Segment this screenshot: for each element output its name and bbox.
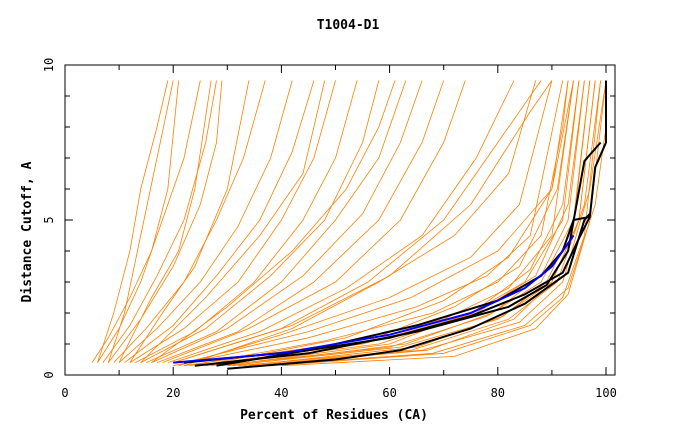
model-curve-30 [248,80,607,367]
model-curve-31 [259,126,607,367]
model-curve-4 [113,80,266,363]
model-curve-18 [118,80,212,363]
model-curve-2 [102,80,217,363]
model-curve-6 [124,80,315,363]
model-curve-40 [254,80,596,367]
x-tick-label: 80 [491,386,505,400]
highlight-curve-0 [183,80,607,364]
model-curve-12 [156,80,445,363]
y-axis-label: Distance Cutoff, A [20,161,35,302]
x-tick-label: 100 [595,386,617,400]
model-curve-35 [200,80,569,367]
model-curve-32 [173,80,564,367]
model-curve-9 [140,80,380,363]
x-tick-label: 0 [61,386,68,400]
model-curve-25 [194,80,580,367]
model-curves [91,80,607,367]
model-curve-22 [173,80,553,363]
model-curve-17 [107,80,174,363]
model-curve-38 [232,80,585,367]
model-curve-23 [183,80,574,363]
model-curve-37 [221,80,580,367]
model-curve-0 [91,80,179,363]
highlight-curve-1 [194,141,602,367]
model-curve-33 [178,80,553,367]
x-tick-label: 60 [382,386,396,400]
y-tick-label: 0 [42,371,56,378]
x-axis-label: Percent of Residues (CA) [240,408,428,423]
y-tick-label: 10 [42,58,56,72]
highlight-curve-3 [227,213,591,370]
model-curve-28 [227,80,596,367]
model-curve-20 [140,80,326,363]
model-curve-19 [129,80,250,363]
model-curve-24 [183,80,574,367]
y-tick-labels: 0 5 10 [42,58,56,379]
model-curve-7 [129,80,336,363]
model-curve-3 [107,80,223,363]
axis-ticks [64,64,615,376]
chart-title: T1004-D1 [317,18,380,33]
model-curve-39 [243,80,591,367]
model-curve-10 [145,80,407,363]
model-curve-14 [167,80,515,363]
model-curve-11 [151,80,423,363]
model-curve-5 [118,80,293,363]
x-tick-label: 40 [274,386,288,400]
model-curve-36 [211,80,574,367]
model-curve-8 [135,80,358,363]
model-curve-26 [205,80,585,367]
reference-curves [173,234,575,364]
model-curve-13 [162,80,466,363]
model-curve-16 [97,80,169,363]
model-curve-41 [189,80,569,367]
model-curve-42 [270,80,601,367]
y-tick-label: 5 [42,216,56,223]
model-curve-1 [97,80,201,363]
model-curve-27 [216,80,591,367]
model-curve-21 [151,80,396,363]
x-tick-label: 20 [166,386,180,400]
model-curve-34 [183,80,537,367]
reference-curve-0 [173,234,575,364]
model-curve-15 [173,80,542,363]
x-tick-labels: 0 20 40 60 80 100 [61,386,616,400]
